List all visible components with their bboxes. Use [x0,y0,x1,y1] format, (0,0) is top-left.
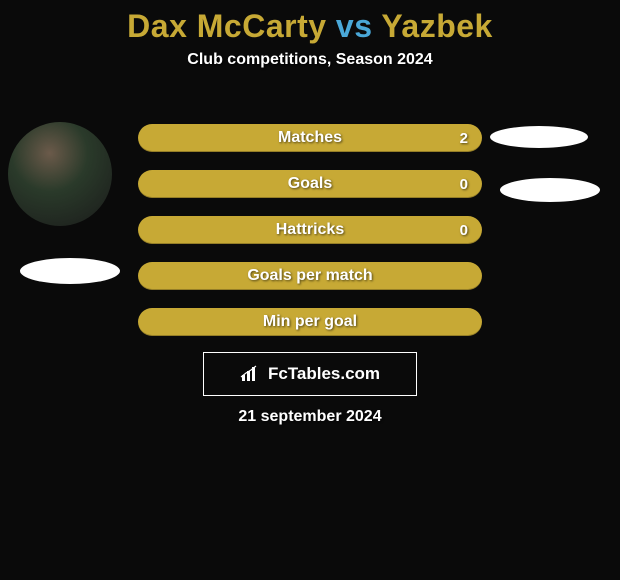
stats-bars: Matches 2 Goals 0 Hattricks 0 Goals per … [138,124,482,354]
player2-blob-2 [500,178,600,202]
logo-box: FcTables.com [203,352,417,396]
bar-matches: Matches 2 [138,124,482,152]
player2-blob-1 [490,126,588,148]
subtitle: Club competitions, Season 2024 [0,51,620,69]
title-vs: vs [327,8,382,44]
bar-hattricks: Hattricks 0 [138,216,482,244]
bar-label: Goals per match [247,267,372,285]
bar-goals-per-match: Goals per match [138,262,482,290]
bar-label: Hattricks [276,221,344,239]
title-player2: Yazbek [381,8,493,44]
bar-label: Min per goal [263,313,357,331]
player1-avatar [8,122,112,226]
bar-label: Goals [288,175,332,193]
footer-date: 21 september 2024 [0,408,620,426]
bar-chart-icon [240,365,262,383]
bar-min-per-goal: Min per goal [138,308,482,336]
bar-goals: Goals 0 [138,170,482,198]
title-player1: Dax McCarty [127,8,326,44]
bar-value: 0 [460,176,468,193]
bar-value: 2 [460,130,468,147]
logo-text: FcTables.com [268,364,380,384]
page-title: Dax McCarty vs Yazbek [0,0,620,45]
bar-label: Matches [278,129,342,147]
player1-name-blob [20,258,120,284]
bar-value: 0 [460,222,468,239]
